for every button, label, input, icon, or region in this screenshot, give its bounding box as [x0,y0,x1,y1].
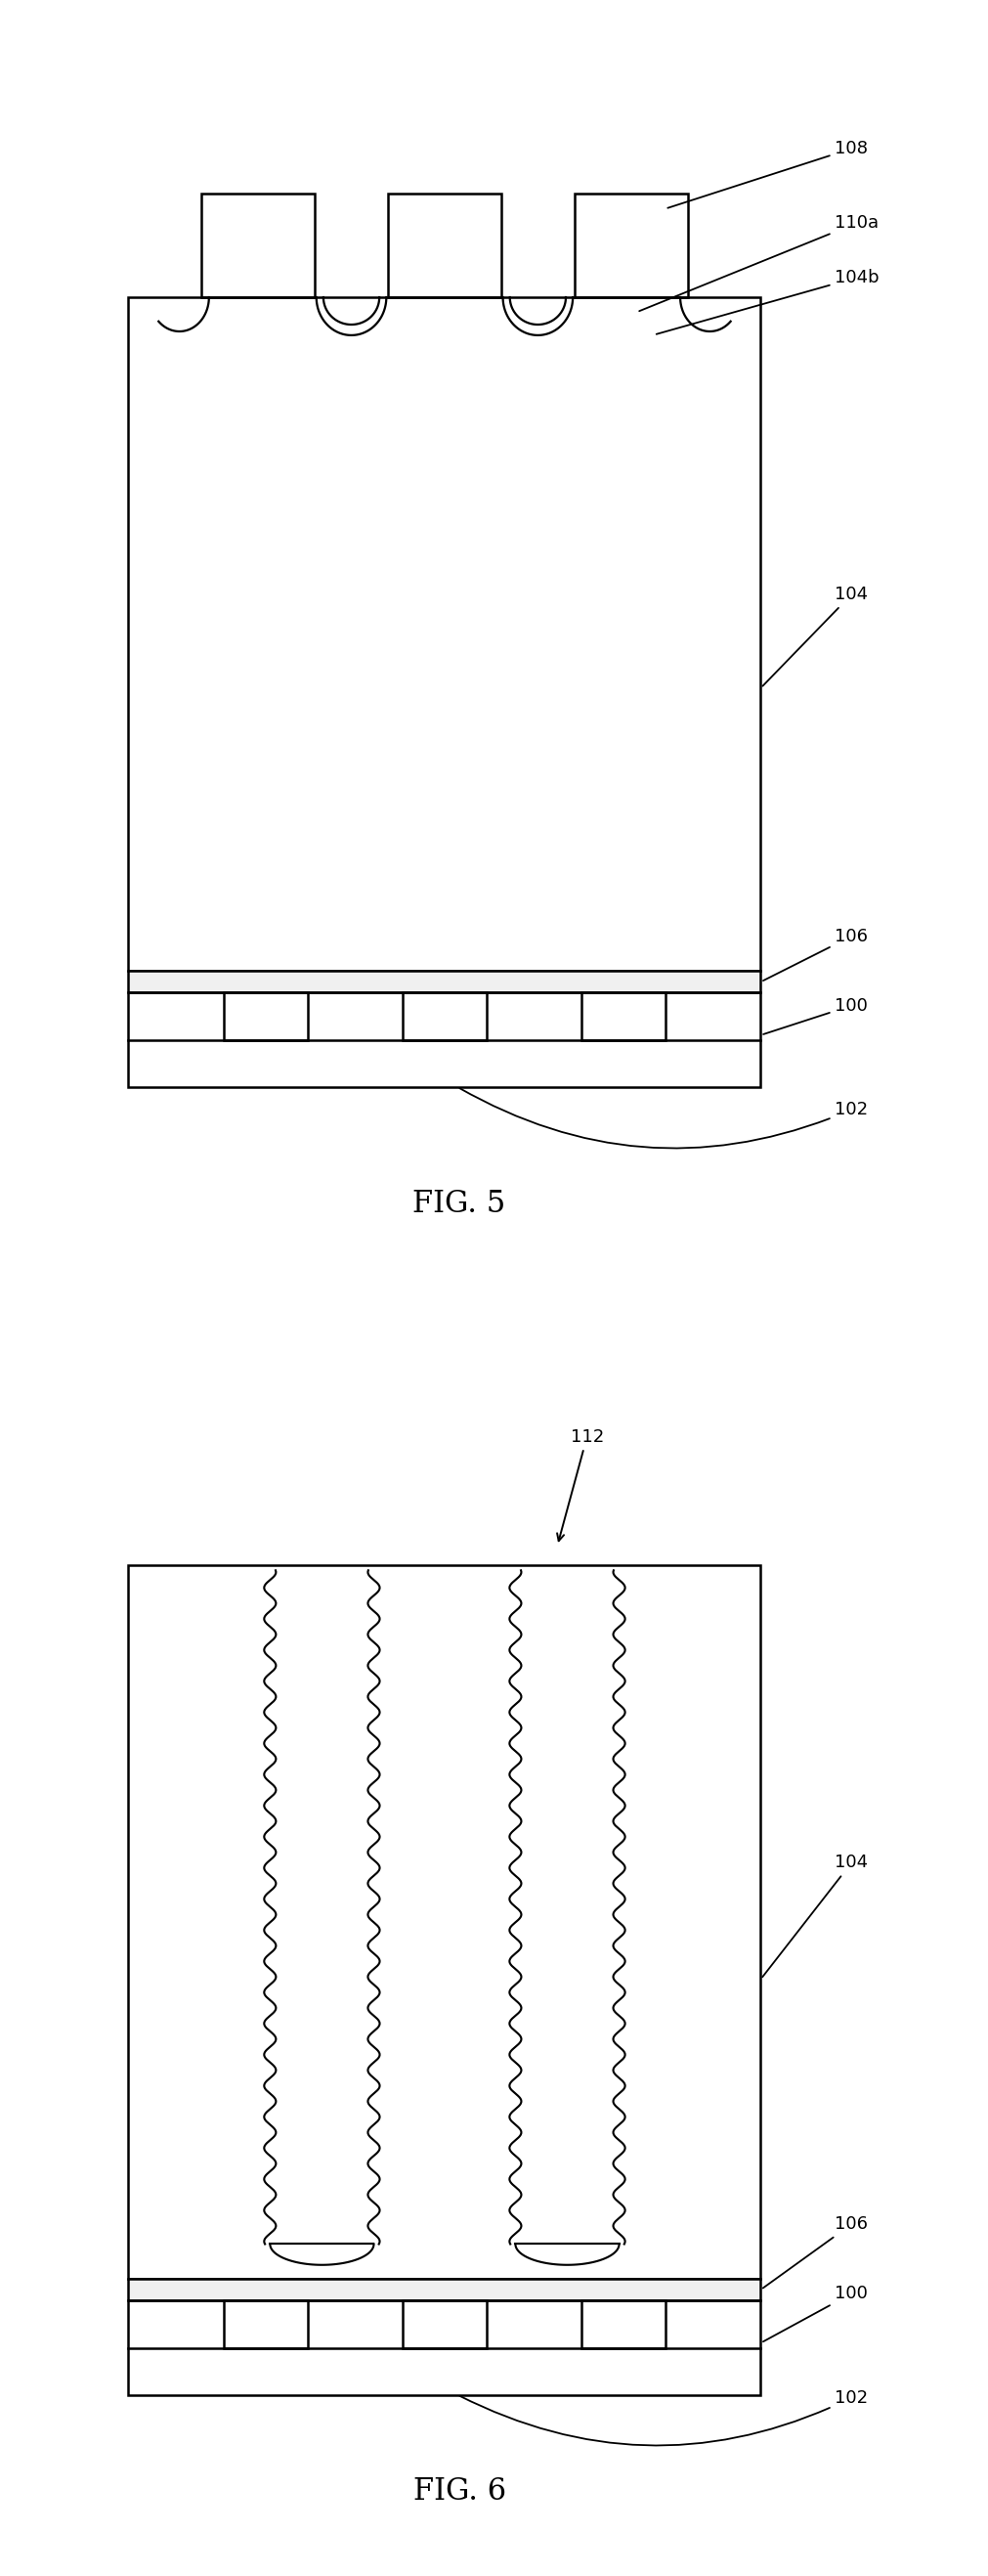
Polygon shape [128,971,761,992]
Text: 110a: 110a [639,214,879,312]
Text: 104b: 104b [656,268,879,335]
Text: 106: 106 [763,927,868,981]
Text: 108: 108 [668,139,868,209]
Text: 112: 112 [557,1427,604,1540]
Text: 104: 104 [763,585,868,685]
Text: 102: 102 [459,2388,868,2445]
Text: FIG. 6: FIG. 6 [413,2476,506,2506]
Text: 106: 106 [763,2215,868,2287]
Text: 104: 104 [763,1855,868,1976]
Text: 102: 102 [459,1087,868,1149]
Text: 100: 100 [763,2285,868,2342]
Polygon shape [128,2280,761,2300]
Text: FIG. 5: FIG. 5 [413,1188,506,1218]
Text: 100: 100 [764,997,868,1036]
